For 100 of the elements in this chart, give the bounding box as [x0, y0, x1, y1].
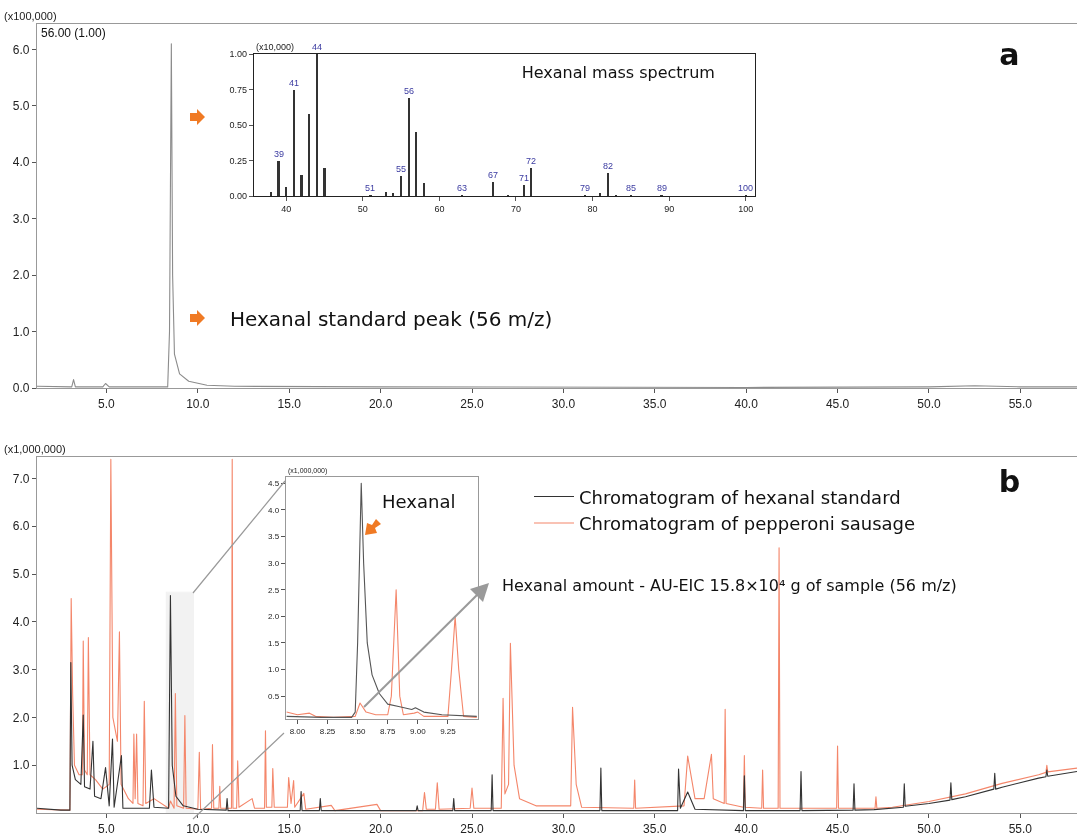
x-tick-label: 60: [434, 204, 445, 214]
legend-label: Chromatogram of pepperoni sausage: [579, 512, 916, 534]
annotation: 56: [404, 86, 415, 96]
annotation: Hexanal standard peak (56 m/z): [230, 307, 553, 331]
x-tick-label: 8.50: [349, 726, 366, 736]
bar: [392, 193, 395, 196]
annotation: 41: [289, 78, 300, 88]
x-tick-label: 80: [587, 204, 598, 214]
x-tick-label: 90: [664, 204, 675, 214]
annotation: 85: [626, 183, 637, 193]
text: a: [999, 37, 1020, 73]
annotation: 56.00 (1.00): [41, 26, 106, 40]
x-tick-label: 70: [510, 204, 521, 214]
annotation: 89: [657, 183, 668, 193]
x-tick-label: 8.25: [319, 726, 336, 736]
x-tick-label: 50.0: [917, 821, 941, 833]
y-axis-title: (x10,000): [256, 42, 295, 52]
annotation: Hexanal amount - AU-EIC 15.8×10⁴ g of sample (56 m/z): [502, 576, 957, 595]
x-tick-label: 10.0: [186, 396, 210, 411]
x-tick-label: 35.0: [643, 396, 667, 411]
bar: [308, 113, 311, 196]
y-tick-label: 3.0: [12, 662, 30, 677]
x-tick-label: 25.0: [460, 821, 485, 833]
y-tick-label: 3.5: [268, 532, 280, 542]
bar: [285, 187, 288, 196]
y-tick-label: 7.0: [12, 471, 30, 486]
x-tick-label: 5.0: [98, 821, 116, 833]
x-tick-label: 15.0: [277, 396, 302, 411]
x-tick-label: 40.0: [734, 396, 759, 411]
y-tick-label: 4.5: [268, 479, 280, 489]
x-tick-label: 15.0: [277, 821, 302, 833]
bar: [491, 181, 495, 196]
x-tick-label: 55.0: [1008, 821, 1033, 833]
annotation: 72: [526, 156, 537, 166]
y-tick-label: 2.0: [268, 612, 280, 622]
x-tick-label: 50.0: [917, 396, 941, 411]
x-tick-label: 8.00: [289, 726, 306, 736]
line-series: [37, 458, 1077, 812]
y-tick-label: 0.00: [229, 191, 247, 202]
y-tick-label: 2.5: [268, 585, 280, 595]
y-tick-label: 4.0: [12, 615, 30, 630]
y-tick-label: 0.75: [229, 84, 247, 95]
x-tick-label: 50: [357, 204, 368, 214]
y-tick-label: 4.0: [12, 155, 30, 170]
bar: [400, 176, 403, 196]
annotation: 44: [312, 42, 323, 52]
x-tick-label: 20.0: [368, 821, 393, 833]
y-tick-label: 5.0: [12, 567, 30, 582]
bar: [315, 54, 318, 196]
x-tick-label: 20.0: [368, 396, 393, 411]
y-tick-label: 6.0: [12, 519, 30, 534]
x-tick-label: 40: [281, 204, 292, 214]
x-tick-label: 8.75: [379, 726, 397, 736]
x-tick-label: 9.00: [410, 726, 427, 736]
y-tick-label: 1.00: [229, 49, 247, 60]
legend-label: Chromatogram of hexanal standard: [579, 486, 901, 508]
line-series: [286, 482, 478, 718]
annotation: 51: [365, 183, 376, 193]
bar: [599, 193, 602, 196]
bar: [323, 167, 326, 196]
x-tick-label: 5.0: [98, 396, 116, 411]
x-tick-label: 10.0: [186, 821, 210, 833]
x-tick-label: 30.0: [551, 821, 576, 833]
x-tick-label: 9.25: [440, 726, 457, 736]
x-tick-label: 25.0: [460, 396, 485, 411]
annotation: 79: [580, 183, 591, 193]
annotation: Hexanal: [382, 491, 456, 512]
y-tick-label: 0.50: [229, 120, 247, 131]
y-axis-title: (x100,000): [4, 10, 57, 22]
y-tick-label: 5.0: [12, 99, 30, 114]
annotation: 82: [603, 161, 614, 171]
y-axis-title: (x1,000,000): [4, 443, 66, 455]
annotation: 100: [738, 183, 754, 193]
x-tick-label: 45.0: [825, 821, 850, 833]
y-tick-label: 1.0: [12, 758, 30, 773]
bar: [415, 132, 418, 196]
bar: [606, 173, 609, 196]
line-series: [37, 43, 1077, 388]
y-tick-label: 3.0: [12, 211, 30, 226]
bar: [300, 174, 303, 196]
x-tick-label: 40.0: [734, 821, 759, 833]
y-tick-label: 0.5: [268, 691, 280, 701]
x-tick-label: 100: [738, 204, 754, 214]
bar: [292, 89, 295, 196]
y-tick-label: 1.0: [12, 324, 30, 339]
line-series: [286, 589, 478, 718]
y-tick-label: 1.0: [268, 665, 280, 675]
bar: [530, 167, 533, 196]
y-tick-label: 0.25: [229, 155, 247, 166]
y-tick-label: 4.0: [268, 505, 280, 515]
annotation: 67: [488, 170, 499, 180]
x-tick-label: 35.0: [643, 821, 667, 833]
y-tick-label: 3.0: [268, 558, 280, 568]
annotation: 63: [457, 183, 468, 193]
annotation: 39: [274, 149, 285, 159]
y-tick-label: 6.0: [12, 42, 30, 57]
x-tick-label: 55.0: [1008, 396, 1033, 411]
text: Hexanal mass spectrum: [521, 63, 715, 83]
annotation: 55: [396, 164, 407, 174]
annotation: 71: [519, 173, 530, 183]
